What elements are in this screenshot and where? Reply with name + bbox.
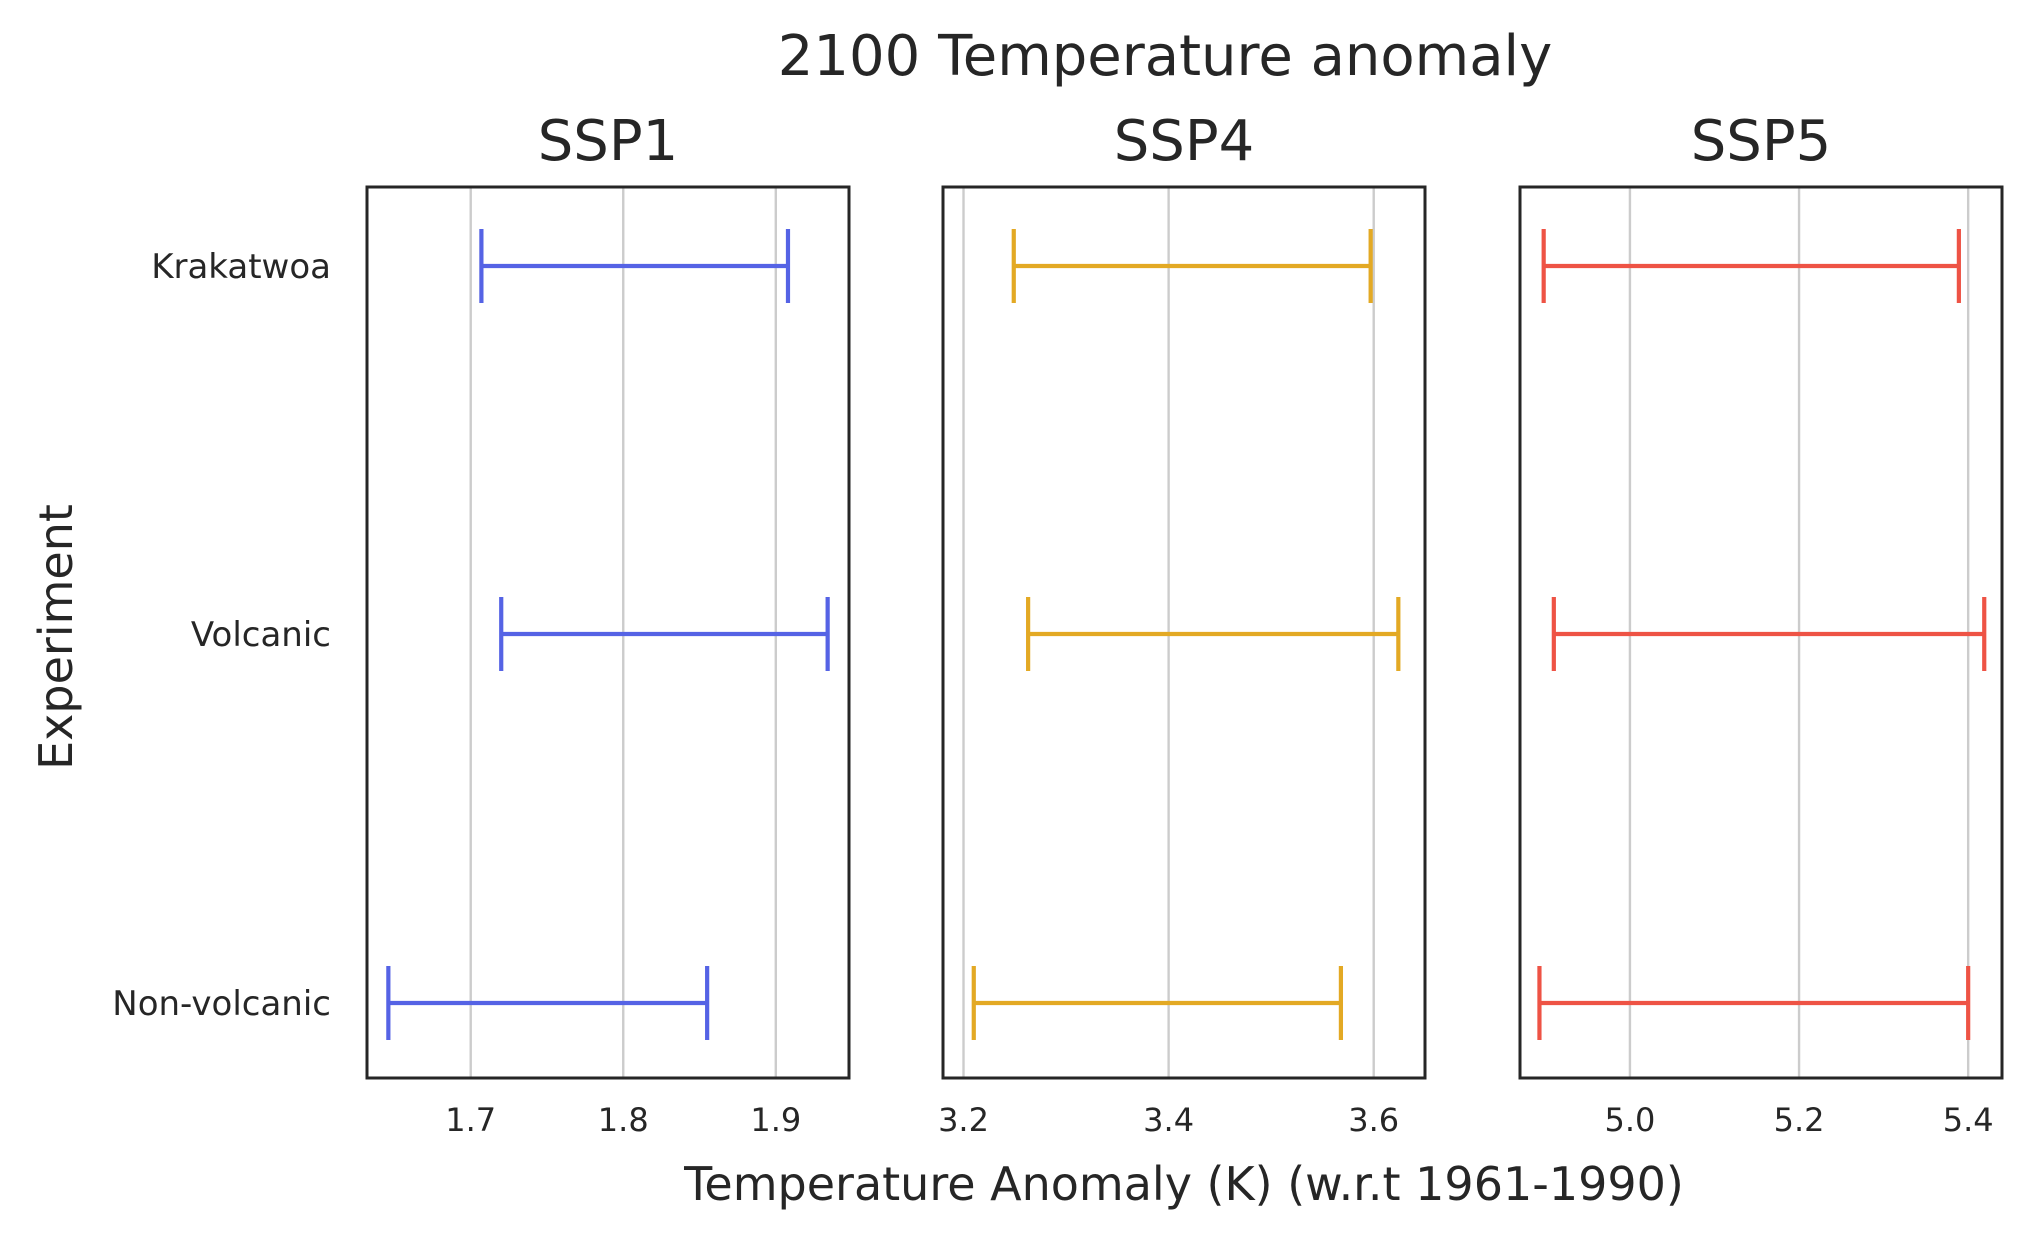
x-tick-label: 3.2 — [938, 1101, 989, 1139]
errorbar-non-volcanic — [971, 966, 1344, 1040]
chart-title: 2100 Temperature anomaly — [778, 24, 1552, 89]
x-tick-label: 5.2 — [1774, 1101, 1825, 1139]
x-tick-label: 3.6 — [1348, 1101, 1399, 1139]
errorbar-volcanic — [1026, 597, 1401, 671]
errorbar-krakatwoa — [1011, 229, 1373, 303]
panel-title: SSP5 — [1691, 109, 1832, 174]
x-tick-label: 3.4 — [1143, 1101, 1194, 1139]
x-tick-label: 5.0 — [1604, 1101, 1655, 1139]
panel-ssp5: 5.0 5.2 5.4 SSP5 — [1518, 109, 2004, 1139]
panel-title: SSP4 — [1114, 109, 1255, 174]
y-tick-label: Volcanic — [191, 615, 331, 655]
x-tick-label: 1.7 — [445, 1101, 496, 1139]
x-tick-label: 5.4 — [1943, 1101, 1994, 1139]
errorbar-krakatwoa — [1541, 229, 1961, 303]
panel-ssp1: 1.7 1.8 1.9 SSP1 — [365, 109, 851, 1139]
panel-ssp4: 3.2 3.4 3.6 SSP4 — [938, 109, 1427, 1139]
x-axis-label: Temperature Anomaly (K) (w.r.t 1961-1990… — [683, 1157, 1684, 1211]
y-tick-label: Non-volcanic — [112, 984, 331, 1024]
panel-frame — [1518, 185, 2004, 1080]
errorbar-volcanic — [1551, 597, 1987, 671]
panel-frame — [941, 185, 1427, 1080]
errorbar-volcanic — [499, 597, 830, 671]
panels: 1.7 1.8 1.9 SSP1 3.2 3.4 3.6 SSP4 5.0 5.2 5.4 SSP5 K… — [112, 109, 2004, 1139]
errorbar-non-volcanic — [386, 966, 710, 1040]
panel-frame — [365, 185, 851, 1080]
y-axis-label: Experiment — [29, 504, 83, 770]
x-tick-label: 1.9 — [750, 1101, 801, 1139]
errorbar-krakatwoa — [479, 229, 791, 303]
panel-title: SSP1 — [538, 109, 679, 174]
x-tick-label: 1.8 — [598, 1101, 649, 1139]
y-tick-label: Krakatwoa — [151, 247, 331, 287]
errorbar-non-volcanic — [1537, 966, 1971, 1040]
